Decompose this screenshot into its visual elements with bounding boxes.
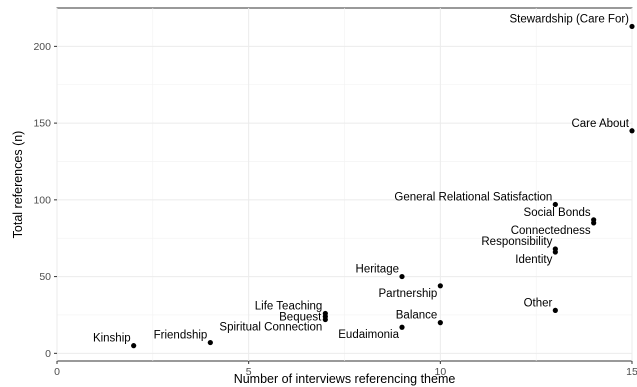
data-point: [207, 339, 213, 346]
data-label: Connectedness: [511, 225, 591, 237]
data-label: Care About: [571, 118, 629, 130]
y-tick-label: 100: [33, 194, 51, 206]
data-point: [629, 23, 635, 30]
data-label: Other: [524, 297, 553, 309]
x-axis-title: Number of interviews referencing theme: [234, 372, 456, 386]
data-label: Balance: [396, 310, 438, 322]
y-tick-label: 150: [33, 118, 51, 130]
data-label: Heritage: [356, 264, 399, 276]
data-point: [399, 273, 405, 280]
x-tick-label: 5: [246, 366, 252, 378]
data-label: Identity: [515, 254, 552, 266]
data-label: Eudaimonia: [338, 329, 399, 341]
data-points: [131, 23, 635, 349]
data-label: Spiritual Connection: [219, 322, 322, 334]
data-label: Kinship: [93, 333, 131, 345]
data-label: Partnership: [379, 288, 438, 300]
data-label: Life Teaching: [255, 300, 323, 312]
data-point: [399, 324, 405, 330]
x-tick-label: 15: [626, 366, 637, 378]
data-point: [552, 307, 558, 313]
data-point: [629, 128, 635, 134]
data-point: [552, 201, 558, 208]
data-label: Bequest: [279, 311, 322, 323]
x-tick-label: 10: [434, 366, 446, 378]
data-point: [131, 343, 137, 349]
x-tick-label: 0: [54, 366, 60, 378]
y-tick-label: 50: [39, 271, 51, 283]
data-label: General Relational Satisfaction: [394, 191, 552, 203]
y-tick-label: 0: [45, 348, 51, 360]
data-point: [322, 316, 328, 323]
data-label: Social Bonds: [524, 207, 591, 219]
y-axis-title: Total references (n): [11, 131, 25, 239]
data-point: [437, 320, 443, 326]
grid-lines: [56, 8, 633, 361]
data-label: Stewardship (Care For): [509, 13, 629, 25]
data-point: [552, 249, 558, 255]
data-label: Responsibility: [481, 236, 552, 248]
data-label: Friendship: [154, 330, 208, 342]
y-tick-label: 200: [33, 41, 51, 53]
data-point: [437, 283, 443, 289]
data-point: [591, 220, 597, 226]
point-labels: Stewardship (Care For) Care About General …: [93, 13, 630, 344]
